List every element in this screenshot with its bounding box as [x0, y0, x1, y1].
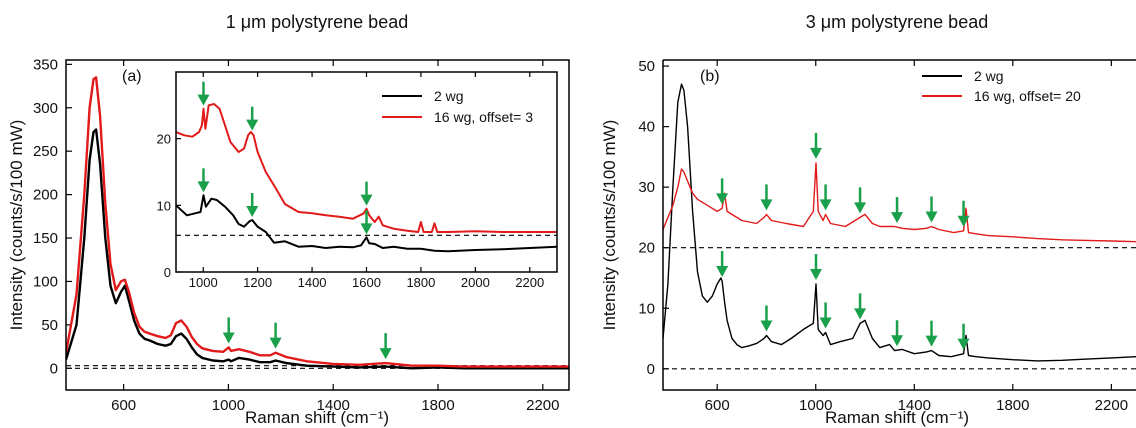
panel-a-legend: 2 wg 16 wg, offset= 3 [382, 88, 533, 125]
peak-arrow-icon [819, 199, 832, 211]
peak-arrow-icon [809, 269, 822, 281]
peak-arrow-icon [379, 348, 392, 360]
series-line-16wg [663, 162, 1136, 243]
peak-arrow-icon [760, 199, 773, 211]
panel-a-xlabel: Raman shift (cm⁻¹) [245, 408, 389, 427]
peak-arrow-icon [716, 193, 729, 205]
y-tick-label: 150 [33, 230, 58, 247]
panel-a: 1 μm polystyrene bead Intensity (counts/… [7, 12, 570, 427]
y-tick-label: 10 [157, 198, 171, 213]
inset-arrows [197, 81, 373, 235]
peak-arrow-icon [957, 215, 970, 227]
peak-arrow-icon [360, 194, 373, 206]
peak-arrow-icon [269, 337, 282, 349]
x-tick-label: 1000 [212, 397, 245, 414]
series-line-2wg [663, 83, 1136, 362]
y-tick-label: 0 [50, 360, 58, 377]
panel-a-ylabel: Intensity (counts/s/100 mW) [7, 120, 26, 331]
legend-label-2wg: 2 wg [434, 88, 464, 104]
y-tick-label: 200 [33, 187, 58, 204]
peak-arrow-icon [854, 308, 867, 320]
y-tick-label: 350 [33, 56, 58, 73]
series-line-16wg [176, 103, 557, 233]
y-tick-label: 0 [164, 265, 171, 280]
panel-a-arrows [222, 317, 392, 360]
peak-arrow-icon [819, 317, 832, 329]
x-tick-label: 1800 [406, 275, 435, 290]
y-tick-label: 40 [638, 119, 655, 136]
x-tick-label: 1200 [243, 275, 272, 290]
y-tick-label: 20 [157, 132, 171, 147]
peak-arrow-icon [925, 335, 938, 347]
peak-arrow-icon [891, 335, 904, 347]
peak-arrow-icon [197, 181, 210, 193]
peak-arrow-icon [854, 202, 867, 214]
series-line-2wg [176, 194, 557, 253]
panel-b-arrows [716, 132, 970, 350]
panel-b: 3 μm polystyrene bead Intensity (counts/… [600, 12, 1136, 427]
peak-arrow-icon [197, 94, 210, 106]
x-tick-label: 2200 [1095, 397, 1128, 414]
x-tick-label: 1400 [317, 397, 350, 414]
legend-b-label-16wg: 16 wg, offset= 20 [974, 88, 1081, 104]
x-tick-label: 1800 [421, 397, 454, 414]
y-tick-label: 300 [33, 100, 58, 117]
inset-frame [175, 71, 558, 273]
panel-a-inset: 0 10 20 1000 1200 1400 1600 1800 2000 2200 2 wg … [157, 71, 558, 290]
y-tick-label: 250 [33, 143, 58, 160]
peak-arrow-icon [891, 212, 904, 224]
x-tick-label: 2200 [526, 397, 559, 414]
peak-arrow-icon [246, 119, 259, 131]
panel-b-series [663, 83, 1136, 362]
y-tick-label: 20 [638, 240, 655, 257]
x-tick-label: 600 [705, 397, 730, 414]
peak-arrow-icon [925, 211, 938, 223]
inset-x-ticks: 1000 1200 1400 1600 1800 2000 2200 [189, 72, 544, 290]
panel-a-label: (a) [122, 68, 142, 85]
legend-label-16wg: 16 wg, offset= 3 [434, 109, 533, 125]
panel-a-series [66, 76, 569, 370]
peak-arrow-icon [760, 320, 773, 332]
peak-arrow-icon [957, 338, 970, 350]
series-line-2wg [66, 128, 569, 370]
inset-y-ticks: 0 10 20 [157, 132, 181, 280]
y-tick-label: 50 [638, 58, 655, 75]
peak-arrow-icon [222, 332, 235, 344]
x-tick-label: 600 [111, 397, 136, 414]
panel-b-legend: 2 wg 16 wg, offset= 20 [922, 68, 1081, 104]
peak-arrow-icon [246, 206, 259, 217]
legend-b-label-2wg: 2 wg [974, 68, 1004, 84]
y-tick-label: 30 [638, 179, 655, 196]
peak-arrow-icon [809, 147, 822, 159]
series-line-16wg [66, 76, 569, 368]
panel-b-frame [662, 59, 1136, 391]
panel-b-ylabel: Intensity (counts/s/100 mW) [600, 120, 619, 331]
x-tick-label: 2000 [461, 275, 490, 290]
y-tick-label: 10 [638, 300, 655, 317]
panel-b-reference-lines [663, 247, 1136, 370]
x-tick-label: 1000 [189, 275, 218, 290]
x-tick-label: 1400 [298, 275, 327, 290]
x-tick-label: 1600 [352, 275, 381, 290]
x-tick-label: 1400 [898, 397, 931, 414]
peak-arrow-icon [716, 266, 729, 278]
y-tick-label: 50 [41, 317, 58, 334]
y-tick-label: 100 [33, 273, 58, 290]
panel-a-y-ticks: 0 50 100 150 200 250 300 350 [33, 56, 72, 377]
panel-a-x-ticks: 600 1000 1400 1800 2200 [111, 60, 559, 414]
panel-b-xlabel: Raman shift (cm⁻¹) [825, 408, 969, 427]
panel-a-frame [65, 59, 570, 391]
x-tick-label: 1000 [799, 397, 832, 414]
panel-a-title: 1 μm polystyrene bead [226, 12, 408, 32]
panel-b-label: (b) [700, 68, 720, 85]
inset-series [176, 103, 557, 253]
y-tick-label: 0 [647, 361, 655, 378]
x-tick-label: 2200 [515, 275, 544, 290]
peak-arrow-icon [360, 223, 373, 235]
panel-a-reference-lines [66, 365, 569, 369]
panel-b-x-ticks: 600 1000 1400 1800 2200 [705, 60, 1128, 414]
panel-b-title: 3 μm polystyrene bead [806, 12, 988, 32]
x-tick-label: 1800 [996, 397, 1029, 414]
